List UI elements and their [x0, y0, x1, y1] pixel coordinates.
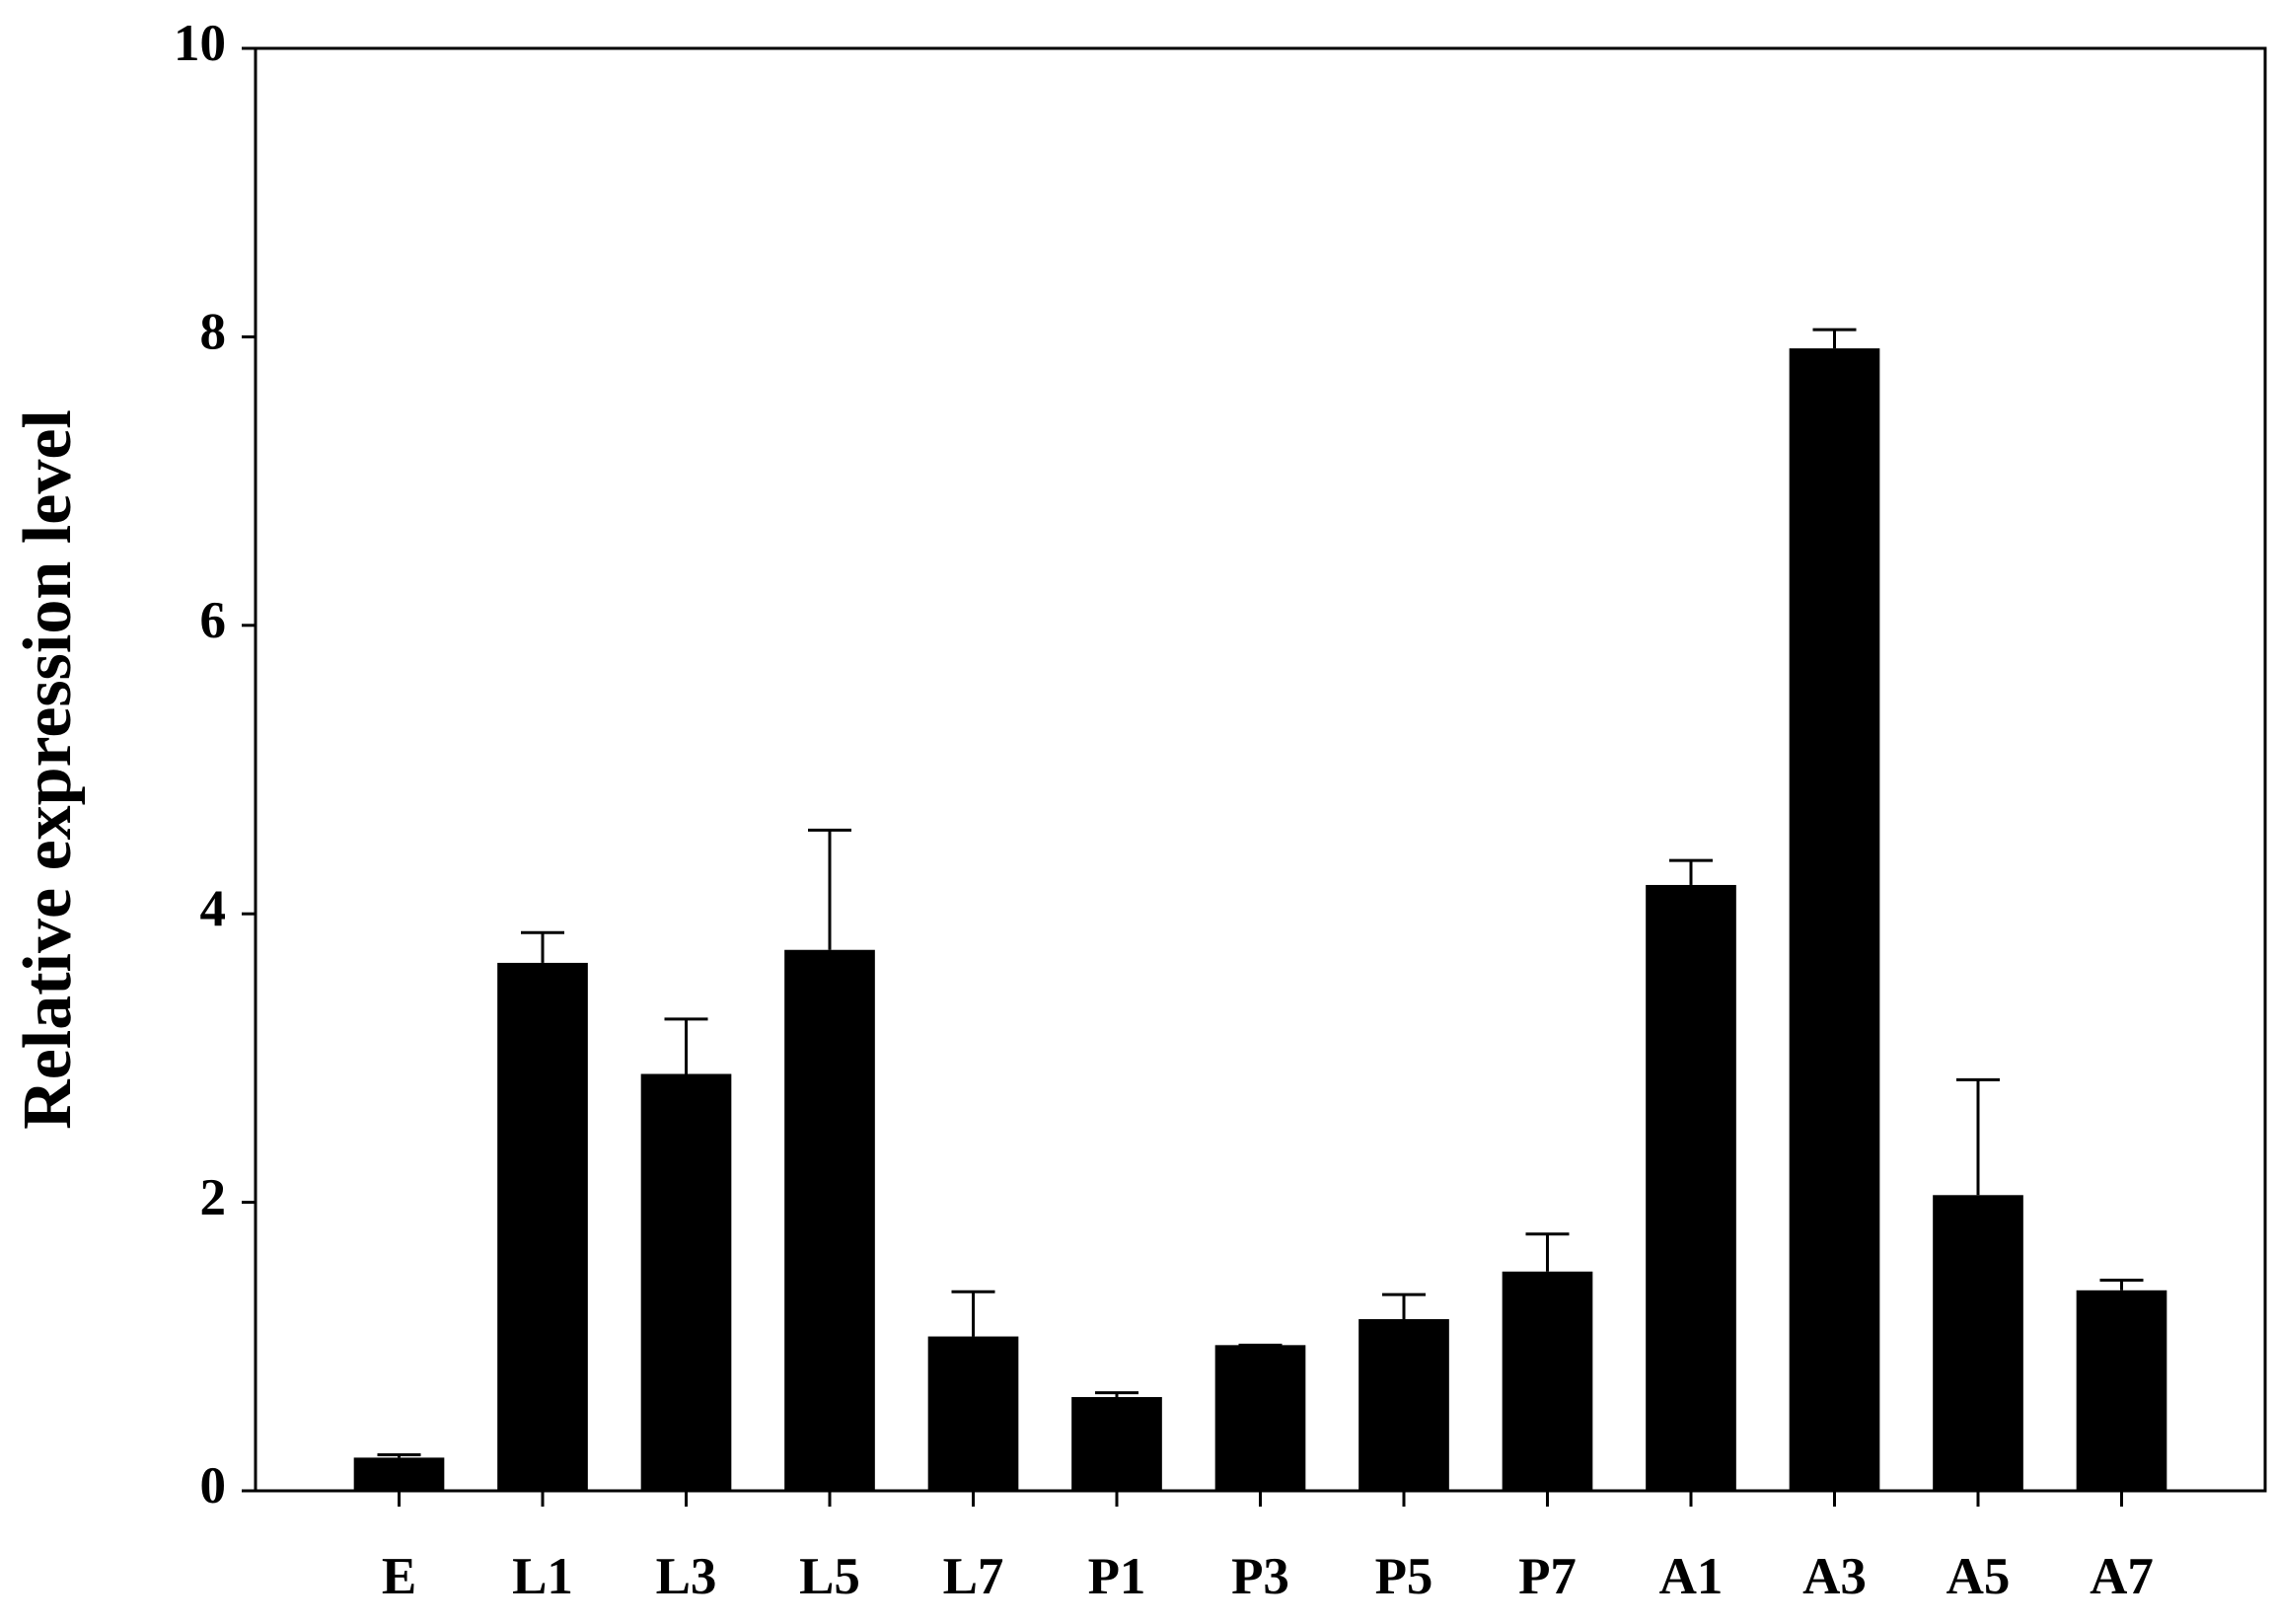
x-tick-label: A7 [2090, 1548, 2154, 1605]
bar [1358, 1319, 1449, 1491]
y-tick-label: 6 [200, 592, 227, 649]
x-tick-label: L3 [656, 1548, 717, 1605]
bar [927, 1336, 1019, 1491]
error-bar [521, 930, 564, 963]
error-bar [664, 1017, 708, 1074]
error-bar [1095, 1391, 1138, 1397]
bar [1646, 884, 1736, 1491]
bar [1502, 1271, 1593, 1491]
error-bar [951, 1290, 995, 1337]
bar [1933, 1195, 2023, 1491]
bar [1071, 1396, 1162, 1491]
x-tick-label: P3 [1231, 1548, 1289, 1605]
bar [1789, 348, 1880, 1492]
x-tick-label: E [382, 1548, 416, 1605]
error-bar [377, 1452, 421, 1458]
bar [784, 949, 875, 1491]
x-tick-label: L7 [943, 1548, 1004, 1605]
bar [2076, 1290, 2167, 1491]
y-tick-label: 2 [200, 1169, 227, 1226]
x-tick-label: A3 [1802, 1548, 1867, 1605]
bar [353, 1457, 445, 1491]
error-bar [1382, 1292, 1426, 1320]
error-bar [1525, 1232, 1570, 1272]
error-bar [2099, 1279, 2144, 1291]
x-tick-label: P7 [1518, 1548, 1577, 1605]
bar [640, 1073, 732, 1491]
y-tick-label: 0 [200, 1457, 227, 1514]
x-tick-label: L5 [799, 1548, 860, 1605]
error-bar [1669, 858, 1713, 885]
bar [1214, 1345, 1306, 1491]
y-tick-label: 4 [200, 880, 227, 937]
bar [497, 962, 588, 1491]
x-tick-label: P1 [1088, 1548, 1146, 1605]
x-tick-label: A1 [1659, 1548, 1724, 1605]
y-tick-label: 8 [200, 304, 227, 361]
error-bar [1812, 328, 1857, 349]
y-tick-label: 10 [174, 15, 226, 72]
y-axis-title: Relative expression level [10, 409, 86, 1130]
x-tick-label: L1 [512, 1548, 573, 1605]
error-bar [1956, 1077, 2000, 1196]
x-tick-label: A5 [1946, 1548, 2011, 1605]
x-tick-label: P5 [1375, 1548, 1433, 1605]
error-bar [808, 828, 851, 950]
